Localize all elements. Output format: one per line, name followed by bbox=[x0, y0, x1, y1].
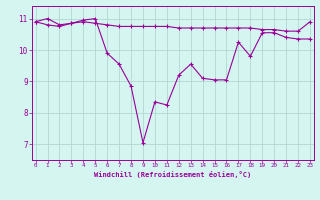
X-axis label: Windchill (Refroidissement éolien,°C): Windchill (Refroidissement éolien,°C) bbox=[94, 171, 252, 178]
